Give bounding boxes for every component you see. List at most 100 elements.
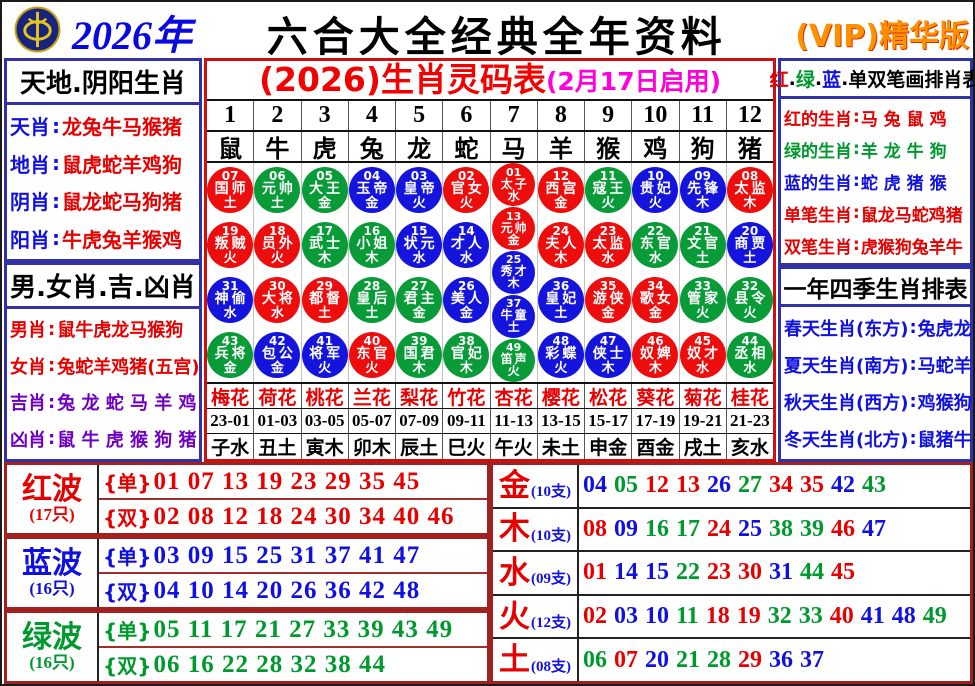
panel-rows: 春天生肖(东方): 兔虎龙 夏天生肖(南方): 马蛇羊 秋天生肖(西方): 鸡猴狗 冬天生肖…	[781, 307, 972, 459]
number-ball: 43 兵将金	[207, 331, 254, 378]
time-range-row: 23-01 01-03 03-05 05-07 07-09 09-11 11-13 13-15…	[207, 409, 773, 434]
number-ball: 17 武士木	[301, 222, 348, 269]
ball-title: 太子	[500, 176, 529, 191]
zodiac-category-value: 牛虎兔羊猴鸡	[62, 227, 182, 252]
element-count: (10支)	[531, 484, 571, 501]
element-number: 08	[583, 515, 607, 542]
wave-count: (16只)	[29, 579, 75, 598]
ball-slot: 44 丞相水	[726, 327, 773, 382]
number-ball: 36 皇妃土	[537, 276, 584, 323]
ball-slot: 09 先锋木	[679, 163, 726, 218]
element-number: 06	[583, 646, 607, 673]
ball-element: 土	[696, 251, 710, 267]
color-zodiac-value: 虎猴狗兔羊牛	[860, 237, 963, 258]
element-number: 31	[769, 559, 793, 586]
element-number: 26	[707, 472, 731, 499]
number-ball: 12 西宫金	[537, 167, 584, 214]
column-number: 6	[442, 101, 489, 130]
flower-name: 竹花	[442, 384, 489, 408]
element-number: 13	[676, 472, 700, 499]
ball-slot: 06 元帅土	[254, 163, 301, 218]
number-ball: 14 才人水	[443, 222, 490, 269]
ball-title: 东官	[639, 236, 674, 253]
table-title: (2026)生肖灵码表	[258, 60, 546, 99]
element-number: 38	[769, 515, 793, 542]
panel-rows: 男肖: 鼠牛虎龙马猴狗 女肖: 兔蛇羊鸡猪(五宫) 吉肖: 兔 龙 蛇 马 羊 鸡凶肖: 鼠…	[7, 309, 200, 459]
ball-slot: 14 才人水	[443, 218, 490, 273]
ball-column: 12 西宫金 24 夫人木 36 皇妃土 48 彩蝶火	[536, 163, 584, 382]
element-number: 16	[645, 515, 669, 542]
color-zodiac-row: 单笔生肖: 鼠龙马蛇鸡猪	[784, 201, 967, 226]
ball-element: 水	[743, 360, 757, 376]
ball-column: 01 太子水 13 元帅金 25 秀才木 37 牛童土 49 笛声火	[489, 163, 537, 382]
season-zodiac-row: 秋天生肖(西方): 鸡猴狗	[784, 389, 972, 415]
element-number: 07	[614, 646, 638, 673]
zodiac-category-value: 鼠虎蛇羊鸡狗	[62, 152, 182, 177]
page-title: 六合大全经典全年资料	[266, 13, 727, 61]
wave-box: 蓝波 (16只) {单} 03 09 15 25 31 37 41 47 {双} 04 1…	[4, 536, 490, 610]
ball-number: 12	[552, 169, 570, 184]
color-zodiac-label: 双笔生肖	[784, 237, 852, 258]
colon: :	[909, 391, 917, 412]
ball-element: 土	[743, 251, 757, 267]
number-ball: 11 寇王火	[585, 167, 632, 214]
wave-label-cell: 红波 (17只)	[7, 465, 99, 533]
number-ball: 31 神偷水	[207, 276, 254, 323]
ball-number: 33	[694, 278, 711, 293]
title-segment: .	[841, 67, 849, 90]
time-range: 11-13	[489, 409, 537, 433]
number-ball: 08 太监木	[726, 167, 773, 214]
ball-number: 13	[505, 209, 522, 223]
ball-element: 金	[554, 196, 568, 212]
ball-slot: 07 国师土	[207, 163, 254, 218]
ball-number: 26	[458, 278, 475, 293]
ball-number: 35	[599, 278, 617, 293]
ball-element: 火	[507, 364, 520, 379]
ball-element: 火	[459, 196, 473, 212]
ball-title: 皇后	[356, 290, 391, 307]
ball-number: 02	[458, 169, 475, 184]
element-number: 33	[798, 603, 823, 630]
wave-label-cell: 蓝波 (16只)	[7, 539, 99, 607]
ball-number: 34	[647, 278, 664, 293]
colon: :	[909, 317, 917, 338]
ball-column: 10 贵妃火 22 东官水 34 歌女金 46 奴婢木	[631, 163, 679, 382]
number-ball: 20 商贾土	[726, 222, 773, 269]
title-segment: .	[814, 67, 823, 90]
ball-number: 39	[410, 333, 428, 348]
element-number: 39	[800, 515, 824, 542]
odd-numbers-row: {单} 01 07 13 19 23 29 35 45	[99, 465, 487, 498]
ball-element: 金	[318, 196, 332, 212]
ball-column: 02 官女火 14 才人水 26 美人金 38 官妃木	[442, 163, 490, 382]
number-ball: 39 国君木	[396, 331, 443, 378]
branch-element: 未土	[536, 434, 584, 459]
flower-name: 桃花	[300, 384, 348, 408]
zodiac-category-label: 地肖	[10, 152, 50, 177]
number-ball: 49 笛声火	[492, 338, 536, 382]
number-ball: 46 奴婢木	[632, 331, 679, 378]
ball-element: 木	[318, 251, 332, 267]
number-ball: 23 太监水	[585, 222, 632, 269]
flower-name: 桂花	[725, 384, 773, 408]
colon: :	[48, 428, 56, 450]
ball-number: 30	[269, 278, 286, 293]
ball-number: 43	[221, 333, 239, 348]
element-numbers: 01 14 15 22 23 30 31 44 45	[583, 559, 862, 586]
panel-title: 男.女肖.吉.凶肖	[7, 265, 199, 309]
ball-number: 15	[410, 224, 428, 239]
color-zodiac-row: 双笔生肖: 虎猴狗兔羊牛	[784, 233, 967, 258]
column-number: 9	[584, 101, 631, 130]
wave-box: 红波 (17只) {单} 01 07 13 19 23 29 35 45 {双} 02 0…	[4, 462, 490, 536]
title-segment: 单双笔画排肖表	[848, 69, 975, 91]
ball-title: 太监	[592, 236, 627, 253]
element-number: 42	[831, 472, 855, 499]
vip-edition-badge: (VIP)精华版	[795, 19, 969, 54]
color-zodiac-row: 绿的生肖: 羊 龙 牛 狗	[784, 137, 967, 162]
ball-number: 04	[363, 169, 381, 184]
ball-element: 金	[601, 305, 615, 321]
number-ball: 13 元帅金	[492, 207, 536, 251]
branch-element: 寅木	[300, 434, 348, 459]
flower-name: 樱花	[536, 384, 584, 408]
wave-box: 绿波 (16只) {单} 05 11 17 21 27 33 39 43 49 {双} 0…	[4, 610, 490, 684]
ball-element: 金	[648, 305, 662, 321]
